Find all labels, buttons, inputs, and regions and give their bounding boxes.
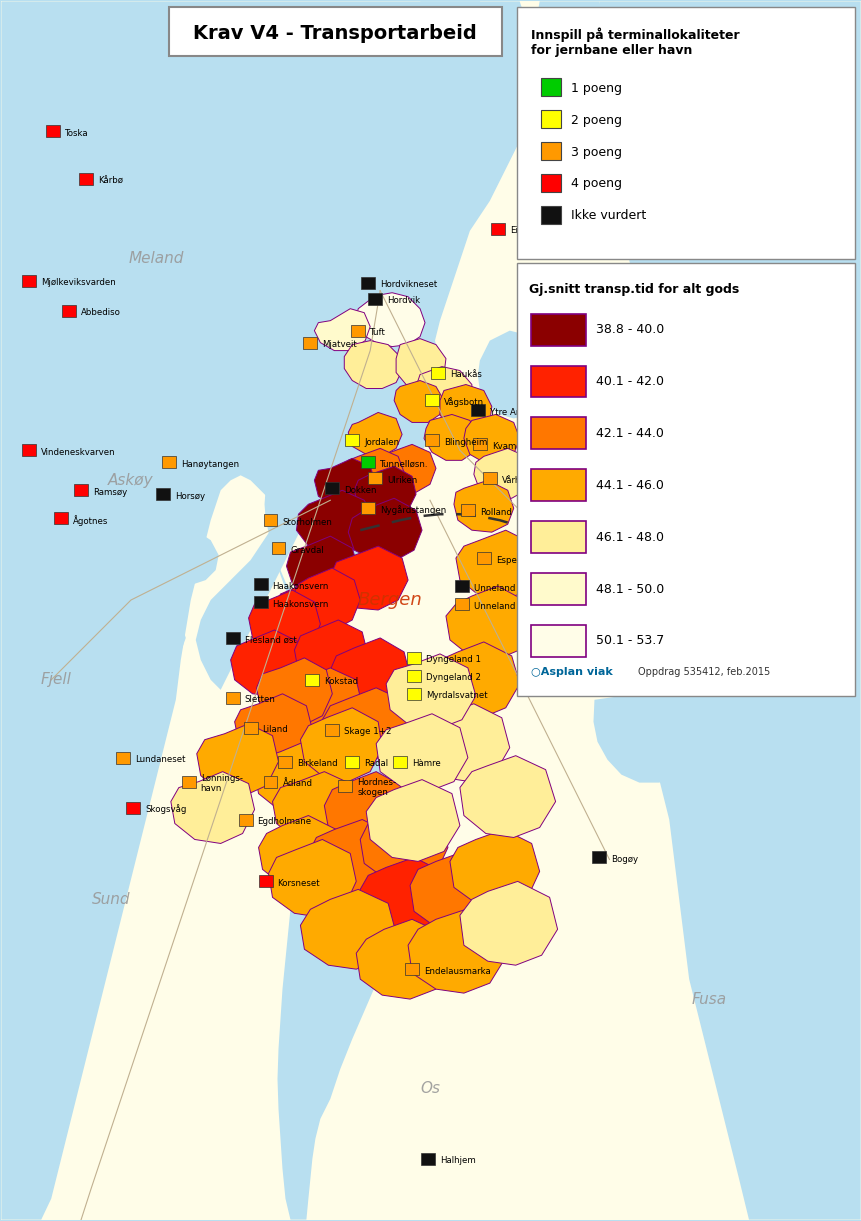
- Text: Ågotnes: Ågotnes: [73, 515, 108, 526]
- Polygon shape: [407, 910, 505, 993]
- Text: Sletten: Sletten: [245, 695, 276, 705]
- Polygon shape: [360, 807, 448, 883]
- Polygon shape: [248, 250, 442, 632]
- Text: Espeland: Espeland: [495, 556, 535, 564]
- Text: Ytre Arna: Ytre Arna: [489, 408, 530, 416]
- Text: 4 poeng: 4 poeng: [570, 177, 621, 190]
- Polygon shape: [277, 718, 419, 1220]
- Bar: [303, 337, 317, 349]
- Bar: [592, 851, 606, 863]
- Bar: [263, 514, 277, 526]
- Text: Gj.snitt transp.tid for alt gods: Gj.snitt transp.tid for alt gods: [528, 283, 738, 295]
- Bar: [54, 513, 68, 524]
- Text: Skage 1+2: Skage 1+2: [344, 728, 392, 736]
- Text: Bergen: Bergen: [357, 591, 422, 609]
- Text: Myrdalsvatnet: Myrdalsvatnet: [425, 691, 487, 701]
- Text: Lundaneset: Lundaneset: [135, 755, 185, 764]
- Polygon shape: [300, 708, 381, 781]
- Text: Hordvik: Hordvik: [387, 297, 420, 305]
- Text: Hordnes-
skogen: Hordnes- skogen: [356, 778, 396, 797]
- Polygon shape: [272, 772, 356, 844]
- Bar: [455, 580, 468, 592]
- Polygon shape: [322, 687, 407, 759]
- Polygon shape: [592, 695, 693, 783]
- Bar: [22, 444, 36, 457]
- Text: Fusa: Fusa: [691, 991, 726, 1006]
- Polygon shape: [294, 620, 368, 687]
- Bar: [79, 173, 93, 184]
- Bar: [350, 325, 365, 337]
- Text: Egdholmane: Egdholmane: [257, 817, 312, 827]
- Bar: [406, 652, 420, 664]
- Polygon shape: [129, 610, 186, 662]
- Bar: [455, 598, 468, 610]
- Bar: [226, 692, 239, 703]
- Text: Ulriken: Ulriken: [387, 476, 417, 485]
- Text: Kvamme: Kvamme: [492, 442, 530, 451]
- Text: Liland: Liland: [263, 725, 288, 734]
- Text: Meland: Meland: [128, 252, 183, 266]
- Bar: [405, 963, 418, 976]
- Bar: [258, 875, 272, 888]
- Polygon shape: [375, 714, 468, 791]
- Polygon shape: [463, 414, 519, 463]
- Bar: [226, 632, 239, 643]
- Bar: [368, 293, 381, 305]
- Polygon shape: [330, 637, 410, 708]
- Polygon shape: [296, 491, 374, 554]
- Polygon shape: [248, 590, 320, 656]
- Text: Mjølkeviksvarden: Mjølkeviksvarden: [41, 278, 116, 287]
- Text: Innspill på terminallokaliteter
for jernbane eller havn: Innspill på terminallokaliteter for jern…: [530, 27, 739, 57]
- Text: ○Asplan viak: ○Asplan viak: [530, 667, 611, 676]
- Polygon shape: [418, 703, 509, 781]
- Polygon shape: [348, 498, 422, 560]
- Polygon shape: [258, 816, 342, 889]
- Polygon shape: [344, 448, 404, 498]
- Polygon shape: [449, 829, 539, 907]
- Bar: [430, 366, 444, 379]
- Polygon shape: [292, 568, 360, 630]
- Text: Abbediso: Abbediso: [81, 308, 121, 317]
- Bar: [325, 482, 339, 495]
- Text: Vågsbotn: Vågsbotn: [443, 398, 484, 408]
- Text: Sund: Sund: [91, 891, 130, 907]
- FancyBboxPatch shape: [169, 7, 501, 56]
- Polygon shape: [282, 668, 362, 737]
- Text: Endelausmarka: Endelausmarka: [424, 967, 490, 976]
- Polygon shape: [254, 741, 336, 813]
- Text: Haakonsvern: Haakonsvern: [272, 581, 329, 591]
- Text: 46.1 - 48.0: 46.1 - 48.0: [596, 531, 664, 543]
- Polygon shape: [314, 458, 375, 508]
- Bar: [361, 502, 375, 514]
- Bar: [473, 438, 486, 451]
- Text: Bogøy: Bogøy: [610, 855, 638, 864]
- Bar: [156, 488, 170, 501]
- Text: Skogsvåg: Skogsvåg: [145, 805, 186, 814]
- Text: Halhjem: Halhjem: [439, 1156, 475, 1165]
- Polygon shape: [269, 840, 356, 917]
- Polygon shape: [274, 578, 348, 643]
- Polygon shape: [474, 448, 531, 498]
- Text: 50.1 - 53.7: 50.1 - 53.7: [596, 635, 664, 647]
- Text: Haukås: Haukås: [449, 370, 481, 379]
- Bar: [338, 780, 352, 791]
- Bar: [46, 125, 60, 137]
- Bar: [641, 540, 655, 552]
- Bar: [424, 394, 438, 407]
- FancyBboxPatch shape: [516, 7, 853, 259]
- Bar: [345, 756, 359, 768]
- Text: Dyngeland 1: Dyngeland 1: [425, 656, 480, 664]
- Polygon shape: [386, 654, 475, 730]
- Bar: [540, 78, 560, 96]
- Bar: [490, 223, 505, 234]
- Polygon shape: [234, 694, 312, 762]
- Bar: [361, 457, 375, 469]
- Bar: [530, 314, 585, 346]
- Bar: [461, 504, 474, 516]
- Bar: [162, 457, 176, 469]
- Bar: [470, 404, 484, 416]
- Text: 38.8 - 40.0: 38.8 - 40.0: [596, 324, 664, 336]
- Polygon shape: [419, 1, 494, 83]
- Text: Ådland: Ådland: [282, 779, 313, 788]
